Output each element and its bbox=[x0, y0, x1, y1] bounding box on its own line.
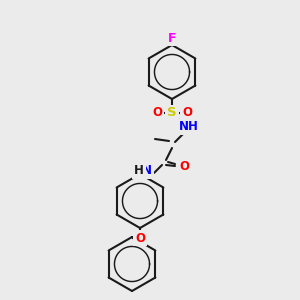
Text: S: S bbox=[167, 106, 177, 119]
Text: N: N bbox=[142, 164, 152, 178]
Text: F: F bbox=[168, 32, 176, 44]
Text: O: O bbox=[179, 160, 189, 173]
Text: O: O bbox=[182, 106, 192, 119]
Text: O: O bbox=[152, 106, 162, 119]
Text: H: H bbox=[134, 164, 144, 178]
Text: O: O bbox=[135, 232, 145, 244]
Text: NH: NH bbox=[179, 121, 199, 134]
